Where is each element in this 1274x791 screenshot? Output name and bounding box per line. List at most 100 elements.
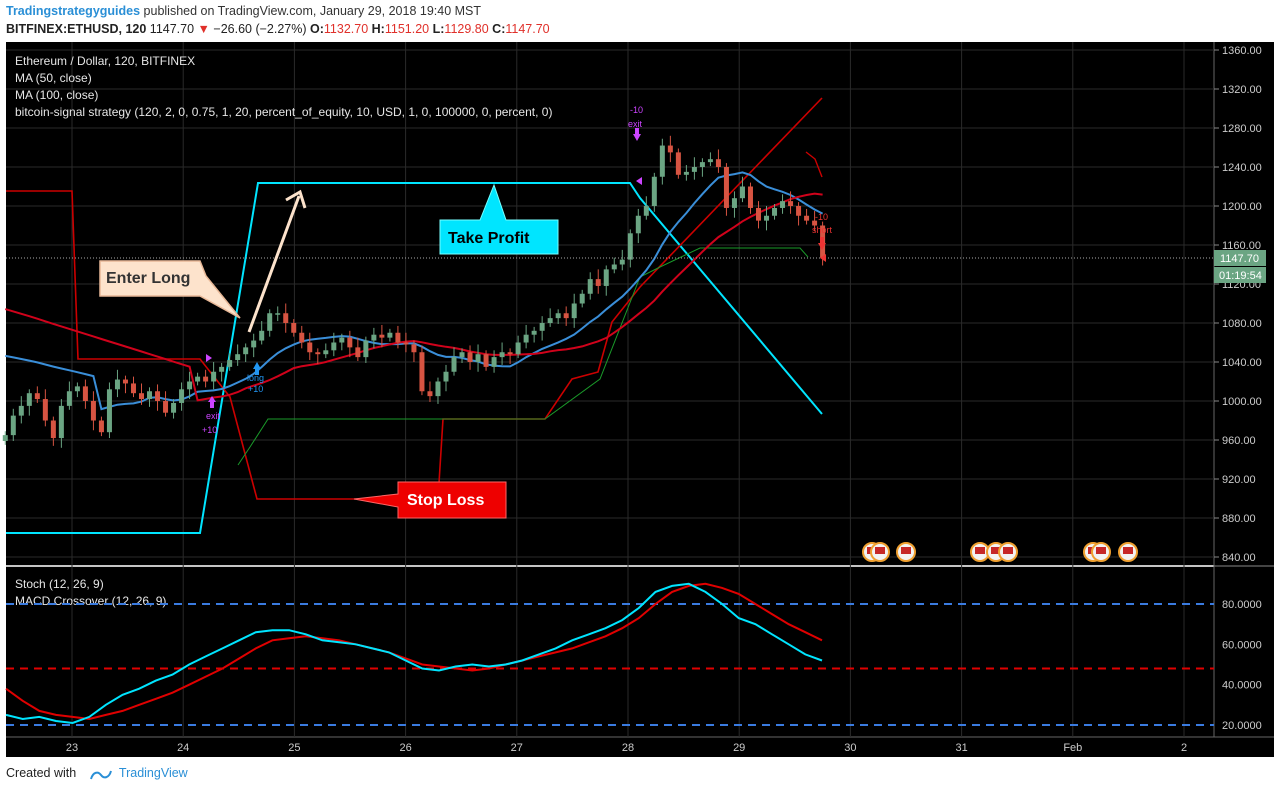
candle-body xyxy=(547,318,553,323)
candle-body xyxy=(291,323,297,333)
event-badges[interactable]: 2689152307512 xyxy=(862,542,1148,562)
candle-body xyxy=(139,393,144,400)
candle-body xyxy=(739,186,745,199)
stoch-legend[interactable]: Stoch (12, 26, 9) xyxy=(15,577,104,591)
price-tick-label: 1040.00 xyxy=(1222,357,1262,369)
candle-body xyxy=(595,279,601,286)
candle-body xyxy=(267,313,273,331)
candle-body xyxy=(347,337,353,348)
author-link[interactable]: Tradingstrategyguides xyxy=(6,4,141,18)
candle-body xyxy=(283,313,289,323)
candle-body xyxy=(122,379,128,384)
flag-stripe xyxy=(1096,547,1106,554)
candle-body xyxy=(323,350,329,355)
triangle-marker-icon xyxy=(820,254,826,262)
open-value: 1132.70 xyxy=(323,22,369,36)
candle-body xyxy=(627,233,633,260)
short-signal-marker[interactable]: -10 short xyxy=(812,212,833,262)
candle-body xyxy=(106,389,112,433)
candle-body xyxy=(195,376,201,382)
candle-body xyxy=(788,201,794,206)
flag-stripe xyxy=(991,547,1001,554)
candle-body xyxy=(563,313,569,319)
indicator-tick-label: 40.0000 xyxy=(1222,680,1262,692)
exit-signal-label: exit xyxy=(206,411,221,421)
candle-body xyxy=(155,391,161,401)
open-label: O: xyxy=(310,22,324,36)
event-count: 12 xyxy=(1138,542,1148,552)
candle-body xyxy=(427,391,433,397)
created-with-text: Created with xyxy=(6,766,77,780)
candle-body xyxy=(211,371,217,382)
triangle-marker-icon xyxy=(206,354,212,362)
legend-strategy[interactable]: bitcoin-signal strategy (120, 2, 0, 0.75… xyxy=(15,105,552,119)
candle-body xyxy=(411,344,417,353)
legend-ma50[interactable]: MA (50, close) xyxy=(15,71,92,85)
chart-area[interactable]: 1360.00 1320.00 1280.00 1240.00 1200.00 1160.… xyxy=(0,42,1274,760)
candle-body xyxy=(403,342,409,345)
candle-body xyxy=(355,347,361,358)
price-tick-label: 1200.00 xyxy=(1222,201,1262,213)
candle-body xyxy=(571,303,577,319)
exit-signal-marker[interactable]: exit +10 xyxy=(202,354,221,435)
candle-body xyxy=(235,354,241,361)
price-tick-label: 960.00 xyxy=(1222,435,1256,447)
candle-body xyxy=(339,337,345,343)
candle-body xyxy=(419,352,425,392)
price-tick-label: 1280.00 xyxy=(1222,123,1262,135)
candle-body xyxy=(50,420,56,439)
candle-body xyxy=(74,386,80,392)
candle-body xyxy=(299,332,305,343)
legend-title[interactable]: Ethereum / Dollar, 120, BITFINEX xyxy=(15,54,195,68)
candles[interactable] xyxy=(2,135,826,448)
up-arrow-icon xyxy=(253,362,261,375)
event-count: 6 xyxy=(890,542,895,552)
event-count: 307 xyxy=(1103,542,1118,552)
down-arrow-icon xyxy=(818,237,826,250)
down-arrow-icon xyxy=(633,128,641,141)
candle-body xyxy=(259,330,265,341)
triangle-marker-icon xyxy=(636,177,642,185)
price-tick-label: 840.00 xyxy=(1222,552,1256,564)
high-value: 1151.20 xyxy=(384,22,430,36)
tradingview-link[interactable]: TradingView xyxy=(118,766,188,780)
event-count: 2 xyxy=(1018,542,1023,552)
time-tick-label: 27 xyxy=(511,742,523,754)
exit-short-signal-marker[interactable]: -10 exit xyxy=(628,105,643,185)
short-signal-qty: -10 xyxy=(815,212,828,222)
last-price-tag-text: 1147.70 xyxy=(1220,253,1259,265)
stop-loss-label: Stop Loss xyxy=(407,492,484,509)
price-tick-label: 1240.00 xyxy=(1222,162,1262,174)
macd-legend[interactable]: MACD Crossover (12, 26, 9) xyxy=(15,594,166,608)
candle-body xyxy=(66,391,72,406)
legend-ma100[interactable]: MA (100, close) xyxy=(15,88,98,102)
tradingview-logo-icon[interactable] xyxy=(89,769,112,780)
flag-stripe xyxy=(1123,547,1133,554)
candle-body xyxy=(804,215,810,221)
candle-body xyxy=(219,366,225,372)
candle-body xyxy=(812,220,818,226)
price-axis[interactable]: 1360.00 1320.00 1280.00 1240.00 1200.00 1160.… xyxy=(1214,45,1262,732)
candle-body xyxy=(507,352,513,355)
time-axis[interactable]: 23 24 25 26 27 28 29 30 31 Feb 2 xyxy=(66,742,1187,754)
candle-body xyxy=(603,269,609,286)
take-profit-callout[interactable]: Take Profit xyxy=(439,183,559,255)
candle-body xyxy=(499,352,505,358)
candle-body xyxy=(26,393,32,406)
indicator-pane-bg xyxy=(6,567,1214,737)
candle-body xyxy=(163,401,169,413)
long-signal-marker[interactable]: long +10 xyxy=(247,362,264,394)
candle-body xyxy=(275,313,281,315)
time-tick-label: 30 xyxy=(844,742,856,754)
time-tick-label: 2 xyxy=(1181,742,1187,754)
enter-long-callout[interactable]: Enter Long xyxy=(99,260,241,319)
high-label: H: xyxy=(371,22,385,36)
long-signal-qty: +10 xyxy=(248,384,263,394)
take-profit-line xyxy=(6,182,823,534)
price-tick-label: 920.00 xyxy=(1222,474,1256,486)
candle-body xyxy=(491,357,497,367)
stop-loss-callout[interactable]: Stop Loss xyxy=(353,481,507,519)
candle-body xyxy=(539,323,545,331)
indicator-levels xyxy=(6,603,1214,726)
candle-body xyxy=(667,145,673,153)
